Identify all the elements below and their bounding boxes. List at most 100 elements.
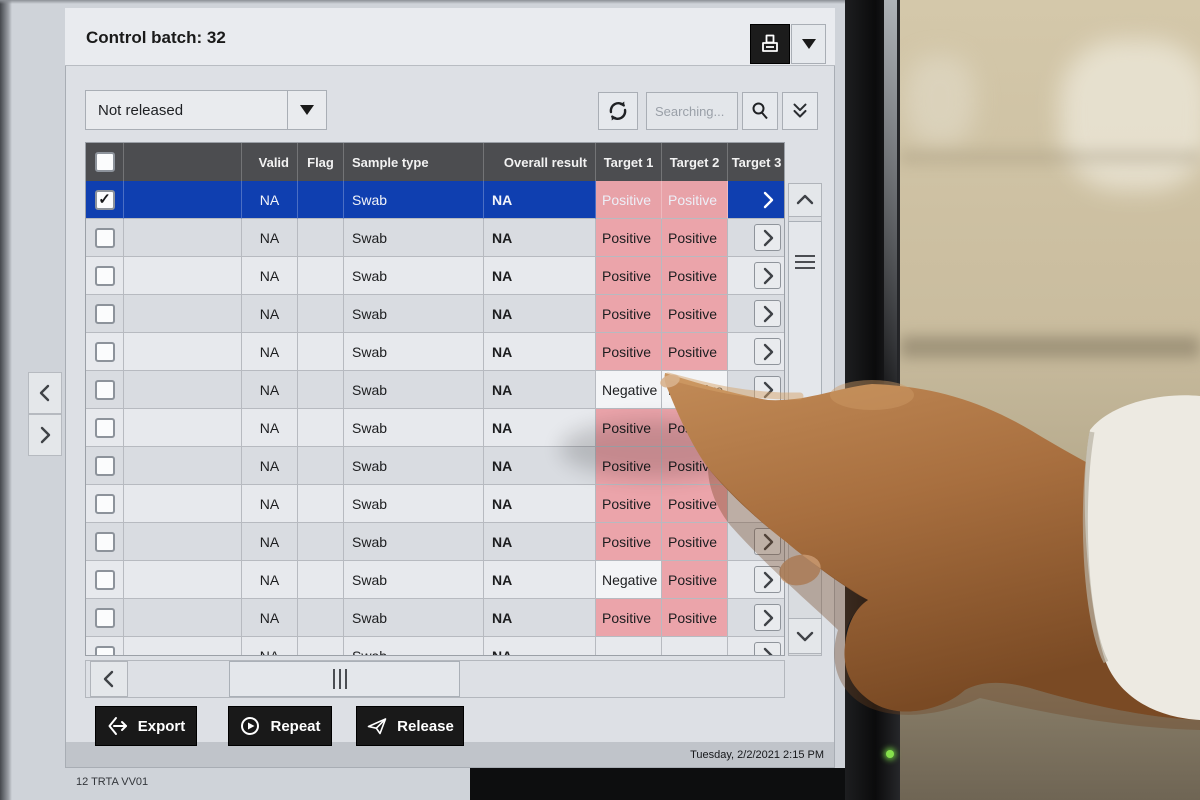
row-detail-button[interactable] <box>754 566 781 593</box>
table-row[interactable]: ✓ NA Swab NA Positive Positive <box>86 333 784 371</box>
table-row[interactable]: ✓ NA Swab NA Positive Positive <box>86 181 784 219</box>
repeat-button[interactable]: Repeat <box>228 706 332 746</box>
paper-plane-icon <box>367 718 387 735</box>
overall-result-cell: NA <box>484 181 596 219</box>
sample-type-cell: Swab <box>344 409 484 447</box>
row-checkbox[interactable]: ✓ <box>86 599 124 637</box>
valid-cell: NA <box>242 333 298 371</box>
row-checkbox[interactable]: ✓ <box>86 561 124 599</box>
blank-cell <box>124 181 242 219</box>
sample-type-cell: Swab <box>344 447 484 485</box>
row-checkbox[interactable]: ✓ <box>86 333 124 371</box>
valid-cell: NA <box>242 219 298 257</box>
target1-cell: Positive <box>596 485 662 523</box>
shelf-shadow <box>900 336 1200 358</box>
row-checkbox[interactable]: ✓ <box>86 637 124 655</box>
scroll-left-button[interactable] <box>90 661 128 697</box>
page-next-button[interactable] <box>28 414 62 456</box>
flag-cell <box>298 523 344 561</box>
flag-cell <box>298 637 344 655</box>
repeat-label: Repeat <box>270 717 321 735</box>
search-button[interactable] <box>742 92 778 130</box>
export-label: Export <box>137 717 186 735</box>
shelf-shadow <box>900 150 1200 164</box>
row-checkbox[interactable]: ✓ <box>86 181 124 219</box>
target3-cell <box>728 219 784 257</box>
chevron-left-icon <box>103 670 114 688</box>
release-button[interactable]: Release <box>356 706 464 746</box>
overall-result-cell: NA <box>484 637 596 655</box>
header-overall-result: Overall result <box>484 143 596 181</box>
table-row[interactable]: ✓ NA Swab NA Positive Positive <box>86 599 784 637</box>
blank-cell <box>124 219 242 257</box>
target1-cell: Positive <box>596 219 662 257</box>
export-button[interactable]: Export <box>95 706 197 746</box>
expand-search-button[interactable] <box>782 92 818 130</box>
table-row[interactable]: ✓ NA Swab NA Negative Positive <box>86 561 784 599</box>
blank-cell <box>124 485 242 523</box>
chevron-up-icon <box>796 194 814 205</box>
monitor-edge-highlight <box>884 0 897 400</box>
export-arrow-icon <box>108 717 127 735</box>
dropdown-arrow-icon <box>287 91 326 129</box>
magnifier-icon <box>752 102 768 120</box>
overall-result-cell: NA <box>484 371 596 409</box>
row-detail-button[interactable] <box>754 338 781 365</box>
row-checkbox[interactable]: ✓ <box>86 409 124 447</box>
chevron-right-icon <box>763 229 773 246</box>
target1-cell: Negative <box>596 371 662 409</box>
row-checkbox[interactable]: ✓ <box>86 295 124 333</box>
flag-cell <box>298 409 344 447</box>
scroll-down-button[interactable] <box>788 618 822 654</box>
chevron-right-icon <box>763 191 773 208</box>
blank-cell <box>124 295 242 333</box>
title-bar <box>65 8 835 66</box>
circular-arrow-play-icon <box>241 717 260 735</box>
row-detail-button[interactable] <box>754 642 781 655</box>
blank-cell <box>124 333 242 371</box>
row-detail-button[interactable] <box>754 186 781 213</box>
table-header-row: ✓ Valid Flag Sample type Overall result … <box>86 143 784 181</box>
target2-cell: Positive <box>662 257 728 295</box>
row-checkbox[interactable]: ✓ <box>86 485 124 523</box>
table-row[interactable]: ✓ NA Swab NA <box>86 637 784 655</box>
row-checkbox[interactable]: ✓ <box>86 257 124 295</box>
print-menu-button[interactable] <box>791 24 826 64</box>
table-row[interactable]: ✓ NA Swab NA Positive Positive <box>86 219 784 257</box>
table-row[interactable]: ✓ NA Swab NA Positive Positive <box>86 295 784 333</box>
chevron-right-icon <box>763 647 773 655</box>
target3-cell <box>728 333 784 371</box>
target2-cell <box>662 637 728 655</box>
power-led <box>886 750 894 758</box>
target1-cell: Positive <box>596 181 662 219</box>
valid-cell: NA <box>242 637 298 655</box>
print-button[interactable] <box>750 24 790 64</box>
filter-dropdown[interactable]: Not released <box>85 90 327 130</box>
row-detail-button[interactable] <box>754 300 781 327</box>
row-checkbox[interactable]: ✓ <box>86 371 124 409</box>
row-detail-button[interactable] <box>754 262 781 289</box>
row-checkbox[interactable]: ✓ <box>86 523 124 561</box>
refresh-button[interactable] <box>598 92 638 130</box>
row-checkbox[interactable]: ✓ <box>86 447 124 485</box>
table-row[interactable]: ✓ NA Swab NA Positive Positive <box>86 257 784 295</box>
sample-type-cell: Swab <box>344 295 484 333</box>
row-detail-button[interactable] <box>754 224 781 251</box>
select-all-checkbox[interactable]: ✓ <box>86 143 124 181</box>
table-row[interactable]: ✓ NA Swab NA Positive Positive <box>86 485 784 523</box>
valid-cell: NA <box>242 523 298 561</box>
blank-cell <box>124 599 242 637</box>
flag-cell <box>298 333 344 371</box>
overall-result-cell: NA <box>484 295 596 333</box>
chevron-right-icon <box>763 571 773 588</box>
status-datetime: Tuesday, 2/2/2021 2:15 PM <box>690 748 824 761</box>
row-checkbox[interactable]: ✓ <box>86 219 124 257</box>
target2-cell: Positive <box>662 295 728 333</box>
page-previous-button[interactable] <box>28 372 62 414</box>
target3-cell <box>728 181 784 219</box>
scroll-up-button[interactable] <box>788 183 822 217</box>
flag-cell <box>298 219 344 257</box>
search-input[interactable] <box>646 92 738 130</box>
row-detail-button[interactable] <box>754 604 781 631</box>
